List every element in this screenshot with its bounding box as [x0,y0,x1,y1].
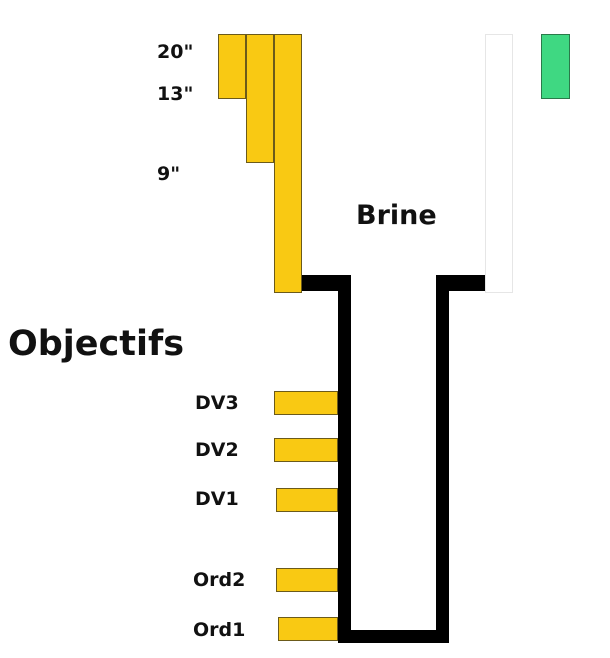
depth-label-9: 9" [157,163,181,185]
bar-13 [246,34,274,163]
bar-20 [218,34,246,99]
container-right-ledge [436,275,485,291]
diagram-title: Brine [356,200,437,231]
objective-bar-ord2 [276,568,338,592]
objective-bar-dv1 [276,488,338,512]
objective-label-dv2: DV2 [195,439,239,461]
objective-bar-dv3 [274,391,338,415]
objective-label-dv3: DV3 [195,392,239,414]
green-marker [541,34,570,99]
depth-label-13: 13" [157,83,194,105]
objective-bar-dv2 [274,438,338,462]
container-left-wall [338,275,351,643]
section-title: Objectifs [8,324,185,364]
empty-column [485,34,513,293]
objective-bar-ord1 [278,617,338,641]
objective-label-ord2: Ord2 [193,569,246,591]
container-right-wall [436,275,449,643]
bar-9 [274,34,302,293]
objective-label-dv1: DV1 [195,488,239,510]
depth-label-20: 20" [157,41,194,63]
container-bottom [338,630,449,643]
objective-label-ord1: Ord1 [193,619,246,641]
